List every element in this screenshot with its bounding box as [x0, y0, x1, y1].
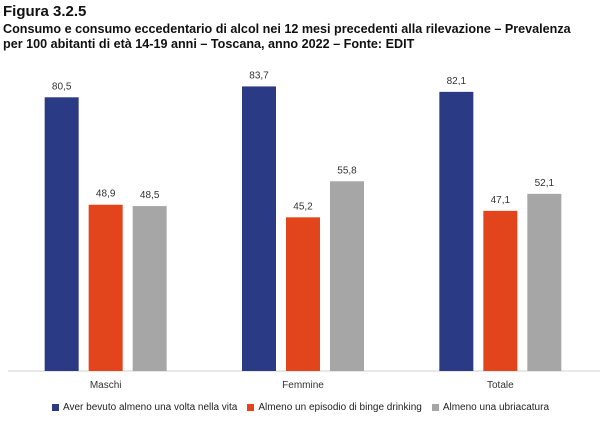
legend-item-drunk: Almeno una ubriacatura: [431, 402, 550, 413]
legend-swatch-binge: [247, 404, 255, 411]
data-label-maschi-series-3: 48,5: [140, 190, 160, 201]
data-label-femmine-series-1: 83,7: [249, 70, 269, 81]
bar-femmine-series-2: [286, 217, 320, 371]
data-label-femmine-series-3: 55,8: [337, 165, 357, 176]
data-label-femmine-series-2: 45,2: [293, 201, 313, 212]
legend-item-binge: Almeno un episodio di binge drinking: [247, 402, 422, 413]
chart-title-line-2: per 100 abitanti di età 14-19 anni – Tos…: [3, 37, 415, 51]
bar-totale-series-3: [527, 193, 562, 371]
data-label-totale-series-1: 82,1: [447, 76, 467, 87]
bar-maschi-series-2: [88, 204, 123, 371]
legend-label-drunk: Almeno una ubriacatura: [442, 402, 550, 413]
bar-femmine-series-3: [330, 181, 364, 371]
legend-label-lifetime: Aver bevuto almeno una volta nella vita: [63, 402, 238, 413]
legend-item-lifetime: Aver bevuto almeno una volta nella vita: [52, 402, 237, 413]
x-tick-label-maschi: Maschi: [90, 380, 122, 391]
chart-title: Consumo e consumo eccedentario di alcol …: [3, 22, 602, 52]
legend-label-binge: Almeno un episodio di binge drinking: [258, 402, 422, 413]
figure-label: Figura 3.2.5: [3, 3, 87, 20]
chart-legend: Aver bevuto almeno una volta nella vita …: [52, 402, 559, 413]
x-tick-label-femmine: Femmine: [282, 380, 324, 391]
legend-swatch-drunk: [431, 404, 439, 411]
bar-femmine-series-1: [242, 86, 276, 372]
bar-maschi-series-3: [132, 206, 167, 371]
data-label-maschi-series-1: 80,5: [52, 81, 72, 92]
bar-totale-series-2: [483, 210, 518, 371]
chart-title-line-1: Consumo e consumo eccedentario di alcol …: [3, 22, 571, 36]
data-label-maschi-series-2: 48,9: [96, 189, 116, 200]
bar-maschi-series-1: [44, 97, 79, 372]
data-label-totale-series-2: 47,1: [491, 195, 511, 206]
x-tick-label-totale: Totale: [487, 380, 514, 391]
bar-totale-series-1: [439, 91, 474, 372]
data-label-totale-series-3: 52,1: [535, 178, 555, 189]
legend-swatch-lifetime: [52, 404, 59, 411]
